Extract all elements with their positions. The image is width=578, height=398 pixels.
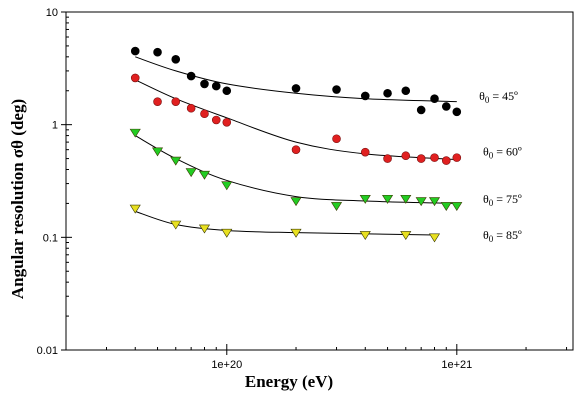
data-point-series-2 [185,168,197,178]
series-annotation: θ0 = 60º [483,144,522,160]
series-annotation: θ0 = 45º [479,89,518,105]
data-point-series-1 [171,97,181,106]
data-point-series-1 [360,147,370,157]
data-point-series-1 [153,97,162,106]
data-point-series-1 [200,109,209,119]
y-tick-label: 1 [52,120,58,132]
data-point-series-2 [330,202,343,211]
data-point-series-1 [401,151,411,161]
series-annotation: θ0 = 85º [483,228,522,244]
data-point-series-0 [171,55,181,64]
data-point-series-0 [291,84,301,93]
data-point-series-3 [290,228,302,238]
data-point-series-3 [359,231,371,241]
data-point-series-0 [332,85,341,94]
data-point-series-0 [130,46,140,56]
data-point-series-2 [129,128,141,138]
data-point-series-3 [170,220,182,230]
data-point-series-2 [151,147,164,157]
data-point-series-2 [198,170,211,180]
data-point-series-1 [416,154,426,163]
data-point-series-2 [440,202,452,211]
data-point-series-0 [452,107,462,117]
data-point-series-3 [428,233,441,243]
data-point-series-0 [360,91,370,101]
data-point-series-0 [401,86,411,96]
data-point-series-3 [198,224,211,234]
data-point-series-0 [222,86,232,96]
data-point-series-2 [428,197,441,207]
data-point-series-3 [221,228,233,238]
data-point-series-1 [130,73,140,83]
data-point-series-1 [186,103,196,113]
data-point-series-1 [222,117,232,127]
data-point-series-2 [359,194,371,204]
data-point-series-1 [441,156,451,165]
plot-frame [65,11,574,351]
data-point-series-1 [291,145,301,154]
data-point-series-1 [383,154,392,163]
data-point-series-1 [332,134,341,144]
data-point-series-2 [382,194,394,204]
y-tick-label: 10 [46,7,58,19]
data-point-series-2 [400,194,412,204]
data-point-series-0 [186,71,196,81]
x-tick-label: 1e+21 [441,359,472,371]
data-point-series-2 [221,181,233,191]
data-point-series-0 [200,79,209,89]
data-point-series-0 [416,105,426,115]
data-point-series-0 [153,47,162,57]
data-point-series-3 [400,231,412,241]
data-point-series-2 [451,202,463,211]
data-point-series-3 [129,204,141,214]
data-point-series-0 [383,88,392,98]
data-point-series-1 [430,153,439,162]
data-point-series-2 [415,197,427,207]
data-point-series-2 [290,197,302,207]
data-point-series-0 [430,94,439,104]
series-annotation: θ0 = 75º [483,192,522,208]
data-point-series-0 [211,81,221,91]
fit-curve-series-0 [135,56,457,103]
x-axis-title: Energy (eV) [244,372,334,391]
fit-curve-series-3 [135,210,435,236]
y-tick-label: 0.1 [43,232,58,244]
data-point-series-2 [170,156,182,166]
data-point-series-1 [452,153,462,162]
x-tick-label: 1e+20 [211,359,242,371]
y-tick-label: 0.01 [37,345,58,357]
data-point-series-1 [211,115,221,125]
data-point-series-0 [441,102,451,111]
